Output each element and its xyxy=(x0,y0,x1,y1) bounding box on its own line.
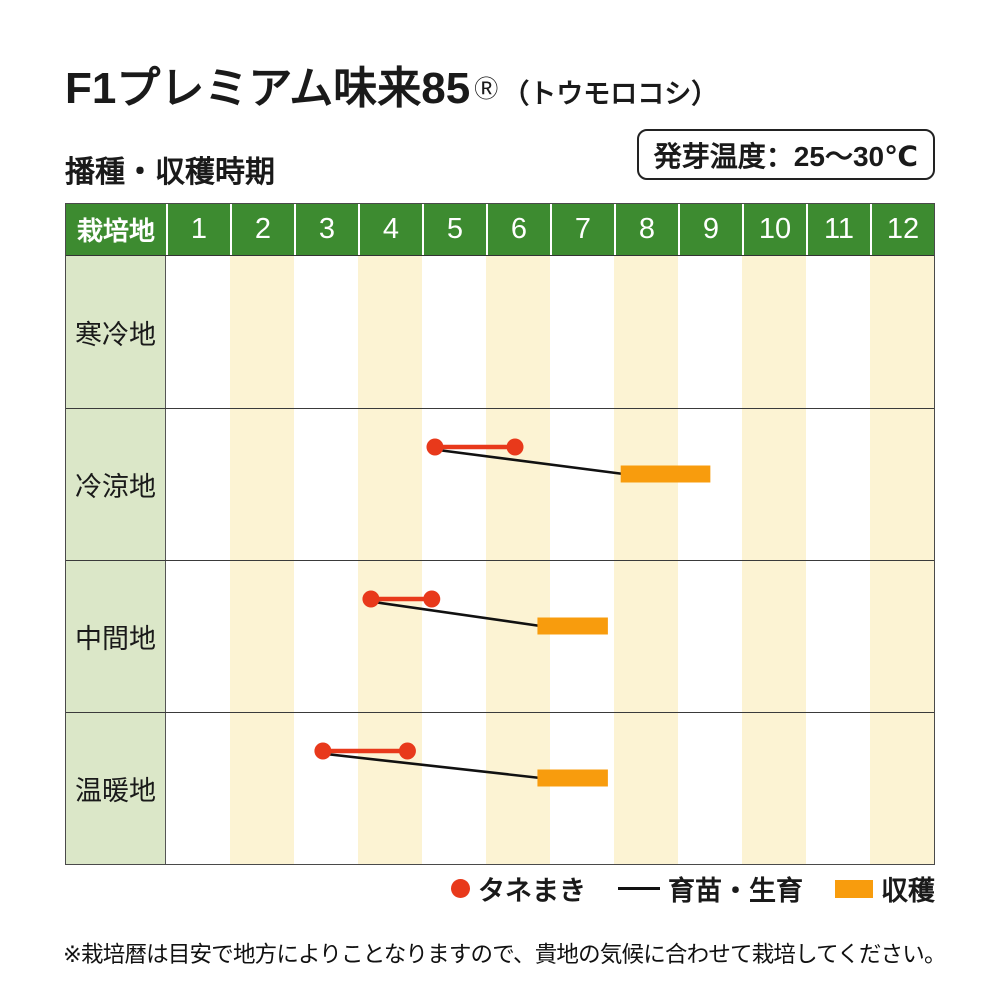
month-header-cell-11: 11 xyxy=(806,204,870,255)
month-stripe-8 xyxy=(614,256,679,408)
legend-label-sowing: タネまき xyxy=(478,876,586,906)
month-header-cell-9: 9 xyxy=(678,204,742,255)
sowing-end-dot xyxy=(506,438,524,456)
sowing-start-dot xyxy=(426,438,444,456)
month-stripe-10 xyxy=(742,561,807,712)
germination-temperature-text: 発芽温度：25〜30℃ xyxy=(653,140,918,172)
month-stripe-12 xyxy=(870,713,934,864)
month-stripe-4 xyxy=(358,256,423,408)
growth-line-icon xyxy=(618,886,660,891)
month-header-cell-6: 6 xyxy=(486,204,550,255)
growth-line xyxy=(437,448,624,476)
region-label: 冷涼地 xyxy=(66,409,166,560)
legend-item-growth: 育苗・生育 xyxy=(618,869,803,908)
growth-line xyxy=(325,752,541,780)
registered-trademark-icon: Ⓡ xyxy=(474,76,499,103)
section-title: 播種・収穫時期 xyxy=(65,156,275,189)
region-plot-area xyxy=(166,409,934,560)
month-stripe-2 xyxy=(230,409,295,560)
row-marks xyxy=(362,590,608,635)
month-stripe-6 xyxy=(486,409,551,560)
month-stripe-12 xyxy=(870,561,934,712)
region-label: 中間地 xyxy=(66,561,166,712)
month-header-cell-4: 4 xyxy=(358,204,422,255)
month-stripe-4 xyxy=(358,409,423,560)
region-plot-area xyxy=(166,256,934,408)
region-plot-area xyxy=(166,561,934,712)
month-header-cell-8: 8 xyxy=(614,204,678,255)
legend-item-sowing: タネまき xyxy=(451,869,586,908)
legend: タネまき 育苗・生育 収穫 xyxy=(65,869,935,908)
month-stripe-6 xyxy=(486,713,551,864)
row-marks xyxy=(426,438,711,483)
month-stripe-8 xyxy=(614,713,679,864)
month-stripe-2 xyxy=(230,713,295,864)
month-stripe-4 xyxy=(358,561,423,712)
region-row-中間地: 中間地 xyxy=(66,560,934,712)
region-label: 温暖地 xyxy=(66,713,166,864)
sowing-end-dot xyxy=(398,742,416,760)
footnote: ※栽培暦は目安で地方によりことなりますので、貴地の気候に合わせて栽培してください… xyxy=(63,942,946,967)
region-label: 寒冷地 xyxy=(66,256,166,408)
harvest-bar xyxy=(537,769,608,787)
row-marks xyxy=(314,742,608,787)
region-row-寒冷地: 寒冷地 xyxy=(66,256,934,408)
calendar-header-row: 栽培地 1 2 3 4 5 6 7 8 9 10 11 12 xyxy=(66,204,934,256)
month-header-cell-12: 12 xyxy=(870,204,934,255)
month-stripe-6 xyxy=(486,256,551,408)
month-stripe-2 xyxy=(230,561,295,712)
month-header-cell-2: 2 xyxy=(230,204,294,255)
month-stripe-10 xyxy=(742,256,807,408)
row-header-cell: 栽培地 xyxy=(76,216,155,246)
germination-temperature-badge: 発芽温度：25〜30℃ xyxy=(636,129,935,180)
harvest-bar xyxy=(620,465,711,483)
sowing-start-dot xyxy=(362,590,380,608)
growth-line xyxy=(373,600,541,628)
month-header-cell-1: 1 xyxy=(166,204,230,255)
planting-calendar-table: 栽培地 1 2 3 4 5 6 7 8 9 10 11 12 寒冷地 冷涼地 中間地 温暖地 xyxy=(65,203,935,865)
harvest-bar-icon xyxy=(835,879,873,898)
region-row-温暖地: 温暖地 xyxy=(66,712,934,864)
sowing-end-dot xyxy=(423,590,441,608)
region-plot-area xyxy=(166,713,934,864)
variety-name: F1プレミアム味来85 xyxy=(65,64,471,113)
month-stripe-8 xyxy=(614,409,679,560)
region-row-冷涼地: 冷涼地 xyxy=(66,408,934,560)
month-stripe-10 xyxy=(742,713,807,864)
month-stripe-4 xyxy=(358,713,423,864)
legend-item-harvest: 収穫 xyxy=(835,869,935,908)
month-stripe-12 xyxy=(870,409,934,560)
month-stripe-6 xyxy=(486,561,551,712)
legend-label-growth: 育苗・生育 xyxy=(668,876,803,906)
sowing-start-dot xyxy=(314,742,332,760)
month-stripe-2 xyxy=(230,256,295,408)
month-stripe-10 xyxy=(742,409,807,560)
month-stripe-12 xyxy=(870,256,934,408)
calendar-body: 寒冷地 冷涼地 中間地 温暖地 xyxy=(66,256,934,864)
month-header-cell-7: 7 xyxy=(550,204,614,255)
month-stripe-8 xyxy=(614,561,679,712)
month-header-cell-10: 10 xyxy=(742,204,806,255)
harvest-bar xyxy=(537,617,608,635)
month-header-cell-3: 3 xyxy=(294,204,358,255)
legend-label-harvest: 収穫 xyxy=(881,876,935,906)
crop-name: （トウモロコシ） xyxy=(502,79,719,109)
month-header-cell-5: 5 xyxy=(422,204,486,255)
page-title: F1プレミアム味来85 Ⓡ （トウモロコシ） xyxy=(65,52,718,116)
sowing-dot-icon xyxy=(451,879,470,898)
